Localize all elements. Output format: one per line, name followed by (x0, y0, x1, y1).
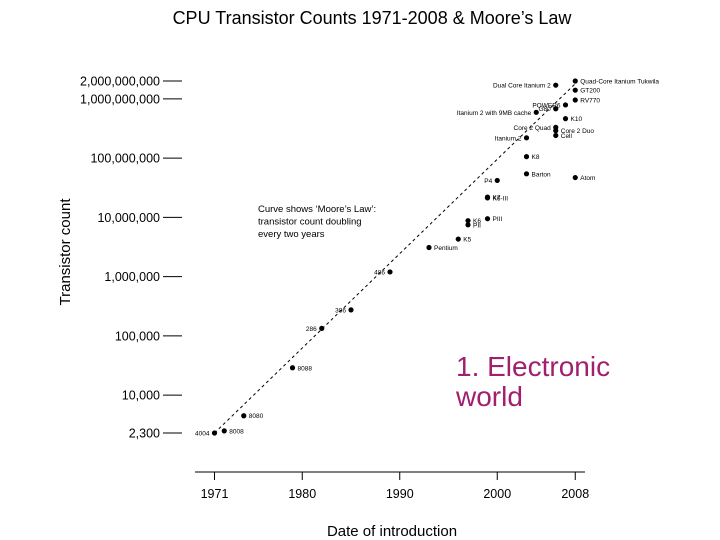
data-point-label: Itanium 2 (495, 135, 522, 142)
data-point (553, 124, 559, 130)
data-point-label: 486 (374, 269, 385, 276)
y-tick-label: 100,000 (115, 329, 160, 343)
data-point-label: PII (473, 222, 481, 229)
data-point-label: PIII (493, 216, 503, 223)
x-axis-ticks: 1971 1980 1990 2000 2008 (201, 472, 589, 501)
data-point-label: POWER6 (532, 102, 561, 109)
data-point (221, 428, 227, 434)
data-point (523, 171, 530, 177)
x-tick-label: 1971 (201, 487, 229, 501)
data-point (562, 116, 569, 122)
data-point (426, 244, 432, 251)
y-tick-label: 100,000,000 (90, 152, 160, 166)
data-point-label: GT200 (580, 88, 600, 95)
x-axis-label: Date of introduction (327, 523, 457, 540)
data-point (319, 325, 325, 331)
data-point (465, 222, 471, 228)
data-point-label: Itanium 2 with 9MB cache (457, 110, 532, 117)
data-point-label: Atom (580, 175, 595, 182)
x-tick-label: 1980 (288, 487, 316, 501)
data-point-label: Dual Core Itanium 2 (493, 83, 551, 90)
data-point-label: K8 (532, 154, 540, 161)
data-point-label: K5 (463, 237, 471, 244)
data-point-label: P4 (484, 178, 492, 185)
chart-title: CPU Transistor Counts 1971-2008 & Moore’… (173, 8, 573, 28)
data-point-label: K10 (571, 116, 583, 123)
y-tick-label: 10,000 (122, 389, 160, 403)
data-point (553, 106, 559, 112)
data-point (484, 194, 491, 200)
data-point (572, 87, 578, 93)
y-tick-label: 2,000,000,000 (80, 75, 160, 89)
data-point (241, 413, 247, 419)
data-point-label: RV770 (580, 97, 600, 104)
data-point (455, 236, 461, 242)
y-tick-label: 1,000,000,000 (80, 92, 160, 106)
data-point-label: 4004 (195, 431, 210, 438)
y-axis-ticks: 2,000,000,000 1,000,000,000 100,000,000 10,… (80, 75, 182, 441)
data-point-label: G80 (538, 106, 551, 113)
data-point (572, 174, 578, 181)
data-point (465, 218, 471, 224)
data-point-label: Core 2 Quad (514, 125, 552, 132)
x-tick-label: 2000 (483, 487, 511, 501)
x-tick-label: 1990 (386, 487, 414, 501)
data-point (553, 132, 559, 139)
y-tick-label: 2,300 (129, 427, 160, 441)
data-point-label: 8080 (249, 413, 264, 420)
data-point (289, 365, 296, 371)
data-point (572, 78, 578, 84)
data-point (484, 216, 491, 222)
data-point-label: Quad-Core Itanium Tukwila (580, 79, 659, 86)
y-tick-label: 1,000,000 (104, 270, 160, 284)
data-point-label: Pentium (434, 245, 458, 252)
data-point (572, 97, 578, 103)
data-point (553, 82, 559, 88)
data-point-label: K7 (493, 195, 501, 202)
slide-caption: 1. Electronic world (456, 351, 611, 412)
data-point-label: 386 (335, 307, 346, 314)
data-point (211, 430, 218, 436)
data-point (523, 135, 530, 141)
data-point (494, 177, 500, 184)
data-point-label: 286 (306, 326, 317, 333)
y-axis-label: Transistor count (57, 198, 74, 306)
data-point-label: Barton (532, 171, 552, 178)
data-point (523, 154, 530, 160)
data-point (533, 109, 539, 115)
data-point-label: 8008 (229, 428, 244, 435)
data-point-label: 8088 (298, 365, 313, 372)
data-point-label: K6-III (493, 195, 509, 202)
moores-law-annotation: Curve shows ‘Moore’s Law’: transistor cou… (258, 204, 376, 240)
data-point (562, 102, 569, 108)
data-point-label: Core 2 Duo (561, 128, 595, 135)
y-tick-label: 10,000,000 (97, 211, 160, 225)
x-tick-label: 2008 (561, 487, 589, 501)
data-point (348, 307, 354, 313)
data-point-label: Cell (561, 133, 573, 140)
data-point-label: K6 (473, 218, 481, 225)
data-point (387, 269, 393, 275)
